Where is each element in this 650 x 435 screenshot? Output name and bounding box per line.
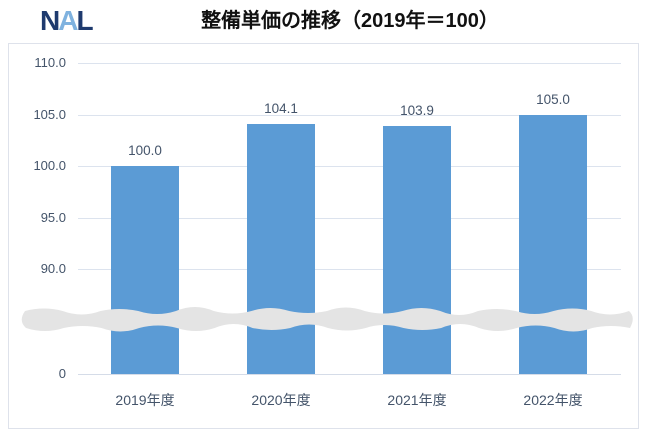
y-axis-tick-label: 90.0 — [40, 261, 66, 276]
gridline-100.0 — [78, 166, 621, 167]
chart-title: 整備単価の推移（2019年＝100） — [201, 10, 499, 32]
bar-value-label: 104.1 — [264, 100, 298, 116]
axis-break-wave — [21, 307, 633, 332]
y-axis-tick-label: 95.0 — [40, 209, 66, 225]
gridline-90.0 — [78, 269, 621, 270]
gridline-110.0 — [78, 63, 621, 64]
x-axis-category-label: 2022年度 — [523, 392, 583, 408]
y-axis-tick-label: 105.0 — [33, 106, 66, 122]
bar-2020年度 — [247, 123, 315, 374]
bar-value-label: 105.0 — [536, 91, 570, 107]
axis-break-wave-shape — [21, 307, 633, 332]
bar-chart-area: 110.0 105.0 100.0 95.0 90.0 0 100.0 2019年度 104.1… — [8, 43, 639, 429]
gridline-95.0 — [78, 217, 621, 219]
x-axis-category-label: 2019年度 — [115, 392, 175, 408]
x-axis-category-label: 2021年度 — [387, 392, 447, 408]
y-axis-tick-label: 0 — [58, 366, 66, 381]
bar-2021年度 — [383, 125, 451, 374]
x-axis-category-label: 2020年度 — [251, 392, 311, 408]
y-axis-tick-label: 110.0 — [34, 55, 66, 70]
gridline-105.0 — [78, 114, 621, 116]
bar-2019年度 — [111, 166, 179, 374]
nal-logo: NAL — [40, 5, 94, 36]
logo-letter-n: N — [40, 5, 60, 36]
y-axis-tick-label: 100.0 — [33, 158, 66, 173]
logo-letter-a: A — [58, 5, 78, 36]
logo-letter-l: L — [76, 5, 93, 36]
bar-value-label: 103.9 — [400, 102, 434, 118]
bar-value-label: 100.0 — [128, 143, 162, 158]
gridline-0 — [78, 374, 621, 375]
